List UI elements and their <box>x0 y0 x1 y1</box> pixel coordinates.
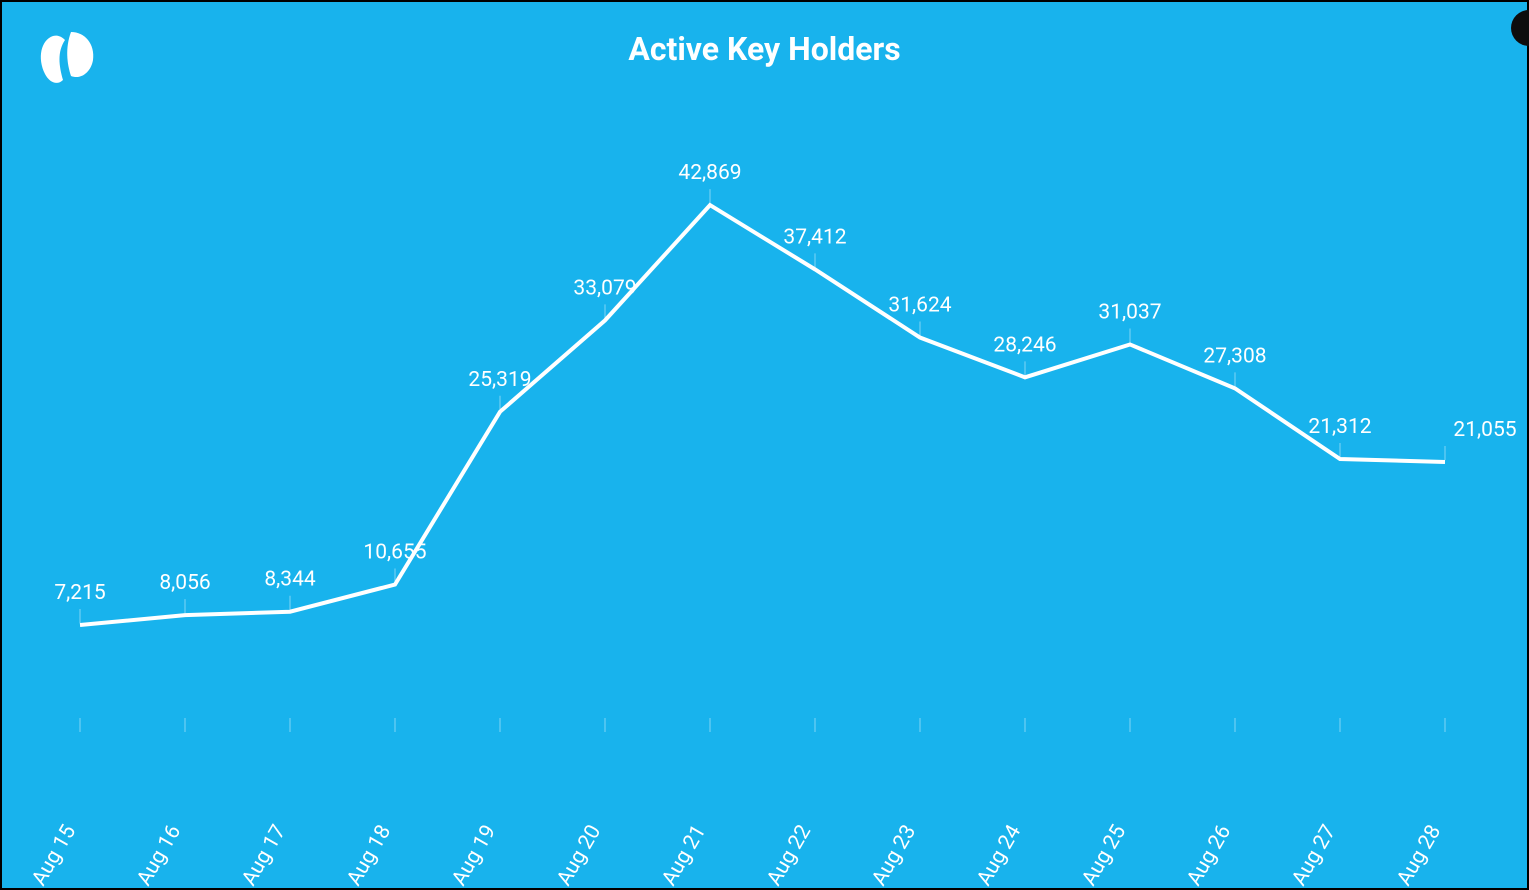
value-label: 8,056 <box>159 571 210 595</box>
chart-title: Active Key Holders <box>628 30 900 68</box>
value-label: 21,055 <box>1453 418 1516 442</box>
value-label: 31,037 <box>1098 300 1161 324</box>
chart-container: Active Key HoldersAug 15Aug 16Aug 17Aug … <box>0 0 1529 890</box>
value-label: 42,869 <box>678 161 741 185</box>
value-label: 31,624 <box>888 294 951 318</box>
value-label: 25,319 <box>468 368 531 392</box>
value-label: 28,246 <box>993 333 1056 357</box>
value-label: 8,344 <box>264 568 316 592</box>
value-label: 7,215 <box>54 581 105 605</box>
value-label: 33,079 <box>573 276 636 300</box>
value-label: 27,308 <box>1203 344 1266 368</box>
line-chart: Active Key HoldersAug 15Aug 16Aug 17Aug … <box>0 0 1529 890</box>
value-label: 37,412 <box>783 225 846 249</box>
value-label: 21,312 <box>1308 415 1371 439</box>
value-label: 10,655 <box>363 541 426 565</box>
